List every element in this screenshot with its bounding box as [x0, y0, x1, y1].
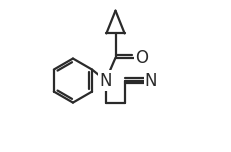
Text: N: N — [99, 72, 112, 90]
Text: O: O — [135, 49, 148, 67]
Text: N: N — [145, 72, 157, 90]
